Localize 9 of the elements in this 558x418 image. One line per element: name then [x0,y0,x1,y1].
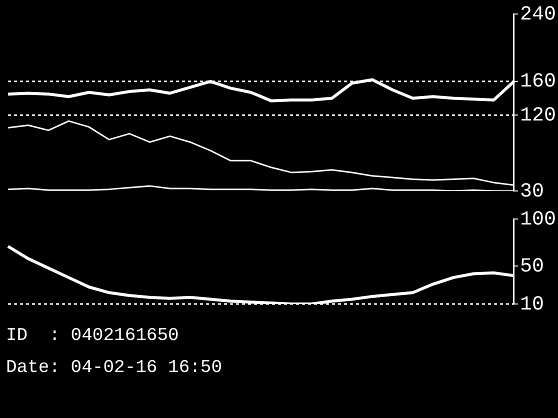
text: ID : 0402161650 [6,326,180,346]
y-tick-label: 30 [520,180,544,204]
text: Date: 04-02-16 16:50 [6,358,224,378]
y-tick-label: 240 [520,3,556,26]
y-tick-label: 160 [520,70,556,94]
y-tick-label: 50 [520,256,544,279]
y-tick-label: 10 [520,293,544,316]
y-tick-label: 120 [520,104,556,128]
y-tick-label: 100 [520,208,556,232]
